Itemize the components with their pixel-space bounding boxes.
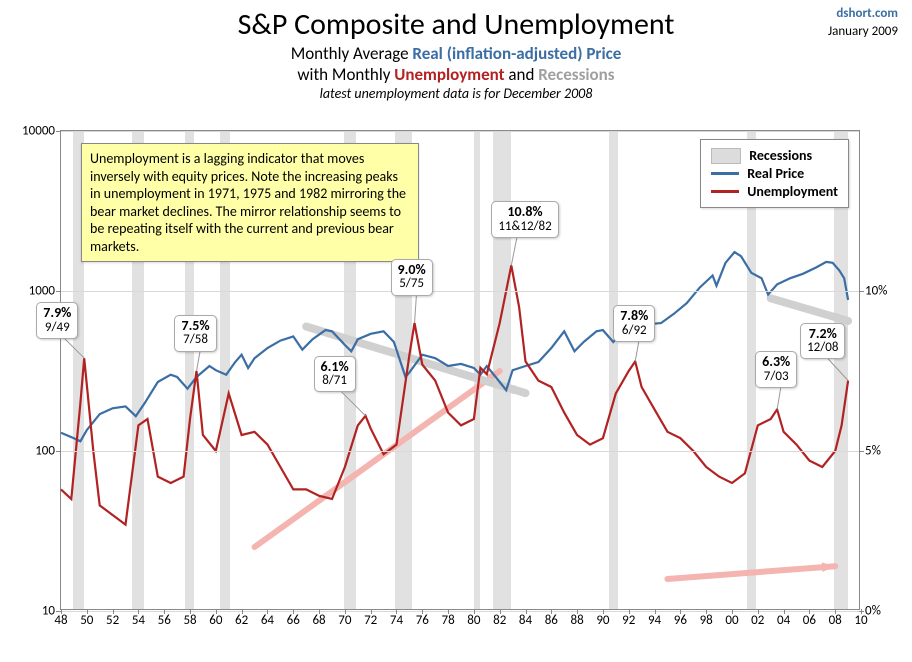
- y-left-tick-label: 1000: [29, 284, 55, 299]
- x-tick-label: 48: [54, 613, 67, 628]
- peak-callout: 7.5%7/58: [174, 315, 216, 352]
- brand-label: dshort.com: [836, 6, 898, 21]
- x-tick-label: 72: [364, 613, 377, 628]
- peak-callout: 6.3%7/03: [755, 351, 797, 388]
- peak-callout: 7.2%12/08: [800, 323, 845, 360]
- subtitle-2-unemp: Unemployment: [394, 64, 504, 85]
- x-tick-label: 50: [80, 613, 93, 628]
- trend-arrow: [771, 298, 848, 322]
- x-tick-label: 52: [106, 613, 119, 628]
- title-block: S&P Composite and Unemployment Monthly A…: [0, 0, 912, 102]
- x-tick-label: 86: [545, 613, 558, 628]
- x-tick-label: 96: [674, 613, 687, 628]
- main-title: S&P Composite and Unemployment: [0, 6, 912, 43]
- legend: Recessions Real Price Unemployment: [700, 139, 849, 208]
- subtitle-2-and: and: [505, 64, 539, 85]
- gridline: [61, 611, 859, 612]
- x-tick-label: 58: [183, 613, 196, 628]
- x-tick-label: 54: [132, 613, 145, 628]
- peak-callout: 10.8%11&12/82: [491, 201, 558, 238]
- x-tick-label: 80: [467, 613, 480, 628]
- x-tick-label: 74: [390, 613, 403, 628]
- peak-callout: 6.1%8/71: [314, 356, 356, 393]
- unemployment-line: [61, 265, 848, 524]
- x-tick-label: 94: [648, 613, 661, 628]
- legend-recessions-label: Recessions: [749, 147, 812, 164]
- chart-container: dshort.com January 2009 S&P Composite an…: [0, 0, 912, 662]
- x-tick-label: 64: [261, 613, 274, 628]
- y-left-tick-label: 10: [42, 604, 55, 619]
- x-tick-label: 62: [235, 613, 248, 628]
- legend-real-price-label: Real Price: [747, 165, 804, 182]
- legend-recessions: Recessions: [711, 147, 838, 164]
- x-tick-label: 84: [519, 613, 532, 628]
- x-tick-label: 02: [751, 613, 764, 628]
- peak-callout: 7.8%6/92: [613, 305, 655, 342]
- legend-unemployment-label: Unemployment: [747, 183, 838, 200]
- legend-unemployment: Unemployment: [711, 183, 838, 200]
- subtitle-2-prefix: with Monthly: [297, 64, 394, 85]
- subtitle-2: with Monthly Unemployment and Recessions: [0, 64, 912, 85]
- x-tick-label: 68: [312, 613, 325, 628]
- gridline: [61, 451, 859, 452]
- trend-arrow: [667, 562, 835, 579]
- x-tick-label: 66: [287, 613, 300, 628]
- x-tick-label: 00: [725, 613, 738, 628]
- y-left-tick-label: 100: [35, 444, 55, 459]
- subtitle-1-prefix: Monthly Average: [291, 43, 413, 64]
- x-tick-label: 06: [803, 613, 816, 628]
- x-tick-label: 10: [854, 613, 867, 628]
- gridline: [61, 131, 859, 132]
- x-tick-label: 70: [338, 613, 351, 628]
- trend-arrow: [255, 371, 500, 547]
- x-tick-label: 76: [416, 613, 429, 628]
- date-label: January 2009: [828, 24, 898, 39]
- y-right-tick-label: 10%: [865, 284, 887, 299]
- x-tick-label: 88: [571, 613, 584, 628]
- x-tick-label: 82: [493, 613, 506, 628]
- x-tick-label: 90: [596, 613, 609, 628]
- x-tick-label: 78: [442, 613, 455, 628]
- plot-area: Recessions Real Price Unemployment Unemp…: [60, 130, 860, 610]
- subtitle-1-emph: Real (inflation-adjusted) Price: [412, 43, 621, 64]
- y-right-tick-label: 5%: [865, 444, 881, 459]
- legend-real-price: Real Price: [711, 165, 838, 182]
- gridline: [61, 291, 859, 292]
- x-tick-label: 60: [209, 613, 222, 628]
- peak-callout: 9.0%5/75: [391, 259, 433, 296]
- x-tick-label: 08: [829, 613, 842, 628]
- subtitle-2-rec: Recessions: [538, 64, 614, 85]
- unemployment-swatch: [711, 190, 739, 193]
- subtitle-1: Monthly Average Real (inflation-adjusted…: [0, 43, 912, 64]
- x-tick-label: 56: [158, 613, 171, 628]
- peak-callout: 7.9%9/49: [36, 302, 78, 339]
- recession-swatch: [711, 148, 741, 164]
- real-price-swatch: [711, 172, 739, 175]
- y-left-tick-label: 10000: [22, 124, 55, 139]
- subtitle-3: latest unemployment data is for December…: [0, 85, 912, 102]
- x-tick-label: 04: [777, 613, 790, 628]
- x-tick-label: 92: [622, 613, 635, 628]
- x-tick-label: 98: [700, 613, 713, 628]
